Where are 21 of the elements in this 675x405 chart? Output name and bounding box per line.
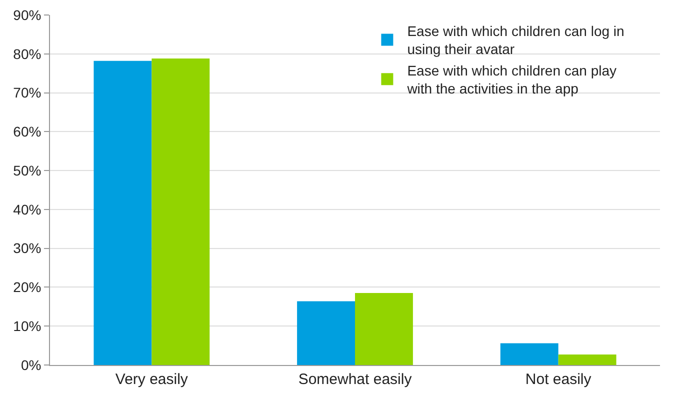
bar	[297, 301, 355, 365]
y-tick-label: 60%	[13, 124, 42, 140]
y-tick-label: 50%	[13, 162, 42, 178]
bar	[500, 343, 558, 365]
y-tick-label: 40%	[13, 201, 42, 218]
legend-label: Ease with which children can play with the activities in the app	[406, 62, 617, 97]
y-tick-label: 10%	[13, 318, 42, 334]
bar	[355, 293, 413, 365]
bar	[94, 60, 152, 365]
bar	[152, 58, 210, 365]
bar	[558, 354, 616, 365]
x-tick-label: Not easily	[525, 371, 592, 388]
x-tick-label: Very easily	[115, 371, 188, 388]
y-tick-label: 90%	[13, 6, 42, 23]
x-tick-label: Somewhat easily	[298, 371, 412, 388]
y-tick-label: 30%	[13, 240, 42, 256]
legend-label: Ease with which children can log in using their avatar	[407, 23, 624, 58]
y-tick-label: 0%	[20, 356, 42, 373]
y-tick-label: 80%	[13, 46, 42, 62]
y-tick-label: 20%	[13, 279, 42, 296]
y-tick-label: 70%	[13, 84, 42, 101]
